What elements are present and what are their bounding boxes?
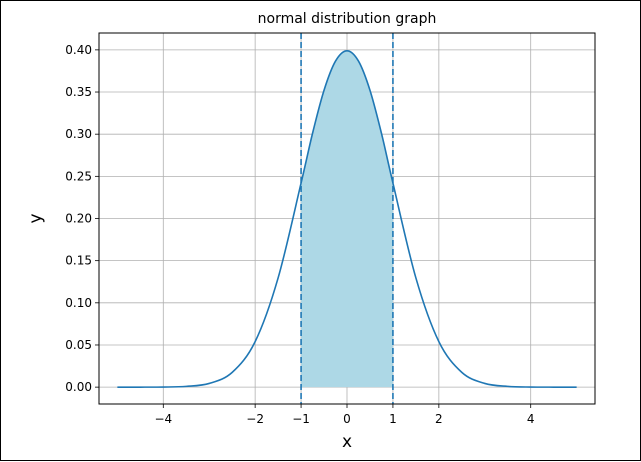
y-tick-label: 0.40 [65,43,92,57]
y-tick-label: 0.10 [65,296,92,310]
x-tick-label: 0 [343,412,351,426]
chart-title: normal distribution graph [258,11,437,27]
y-tick-label: 0.25 [65,169,92,183]
series-line [117,49,577,388]
x-tick-label: 2 [435,412,443,426]
x-tick-label: −1 [292,412,310,426]
y-tick-label: 0.15 [65,254,92,268]
y-tick-label: 0.30 [65,127,92,141]
shaded-region [301,50,393,388]
x-tick-label: −4 [154,412,172,426]
y-tick-label: 0.35 [65,85,92,99]
x-axis-ticks: −4 −2 −1 0 1 2 4 [154,404,535,426]
x-tick-label: −2 [246,412,264,426]
x-tick-label: 1 [389,412,397,426]
y-tick-label: 0.00 [65,380,92,394]
y-axis-ticks: 0.00 0.05 0.10 0.15 0.20 0.25 0.30 0.35 0.40 [65,43,99,394]
x-tick-label: 4 [527,412,535,426]
x-axis-label: x [342,432,352,452]
y-tick-label: 0.20 [65,212,92,226]
vertical-dashed-lines [300,33,394,404]
y-axis-label: y [26,213,46,223]
y-tick-label: 0.05 [65,338,92,352]
